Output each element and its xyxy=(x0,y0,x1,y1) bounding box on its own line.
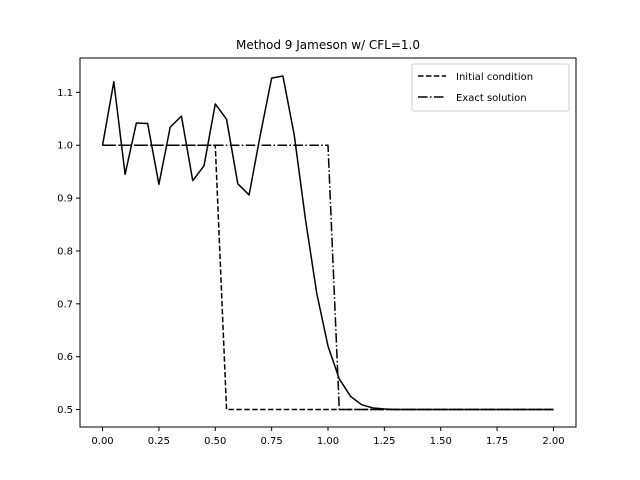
x-tick-label: 2.00 xyxy=(542,436,564,447)
plot-area xyxy=(101,75,554,411)
y-tick-label: 1.1 xyxy=(57,88,73,99)
x-axis: 0.00 0.25 0.50 0.75 1.00 1.25 1.50 1.75 2.00 xyxy=(91,427,565,447)
y-tick-label: 0.7 xyxy=(57,299,73,310)
x-tick-label: 1.25 xyxy=(373,436,395,447)
y-tick-label: 0.5 xyxy=(57,405,73,416)
y-axis: 0.5 0.6 0.7 0.8 0.9 1.0 1.1 xyxy=(57,88,80,416)
y-tick-label: 1.0 xyxy=(57,141,73,152)
x-tick-label: 1.00 xyxy=(317,436,339,447)
legend-label-exact-solution: Exact solution xyxy=(456,93,527,104)
y-tick-label: 0.8 xyxy=(57,246,73,257)
chart-title: Method 9 Jameson w/ CFL=1.0 xyxy=(236,38,420,52)
x-tick-label: 0.75 xyxy=(261,436,283,447)
legend-label-initial-condition: Initial condition xyxy=(456,72,533,83)
series-numerical-solution xyxy=(101,75,554,411)
x-tick-label: 1.75 xyxy=(486,436,508,447)
legend-box xyxy=(411,63,570,112)
x-tick-label: 1.50 xyxy=(430,436,452,447)
x-tick-label: 0.00 xyxy=(91,436,113,447)
x-tick-label: 0.50 xyxy=(204,436,226,447)
y-tick-label: 0.6 xyxy=(57,352,73,363)
y-tick-label: 0.9 xyxy=(57,194,73,205)
legend: Initial condition Exact solution xyxy=(411,63,570,112)
x-tick-label: 0.25 xyxy=(148,436,170,447)
plot-frame xyxy=(79,57,577,428)
